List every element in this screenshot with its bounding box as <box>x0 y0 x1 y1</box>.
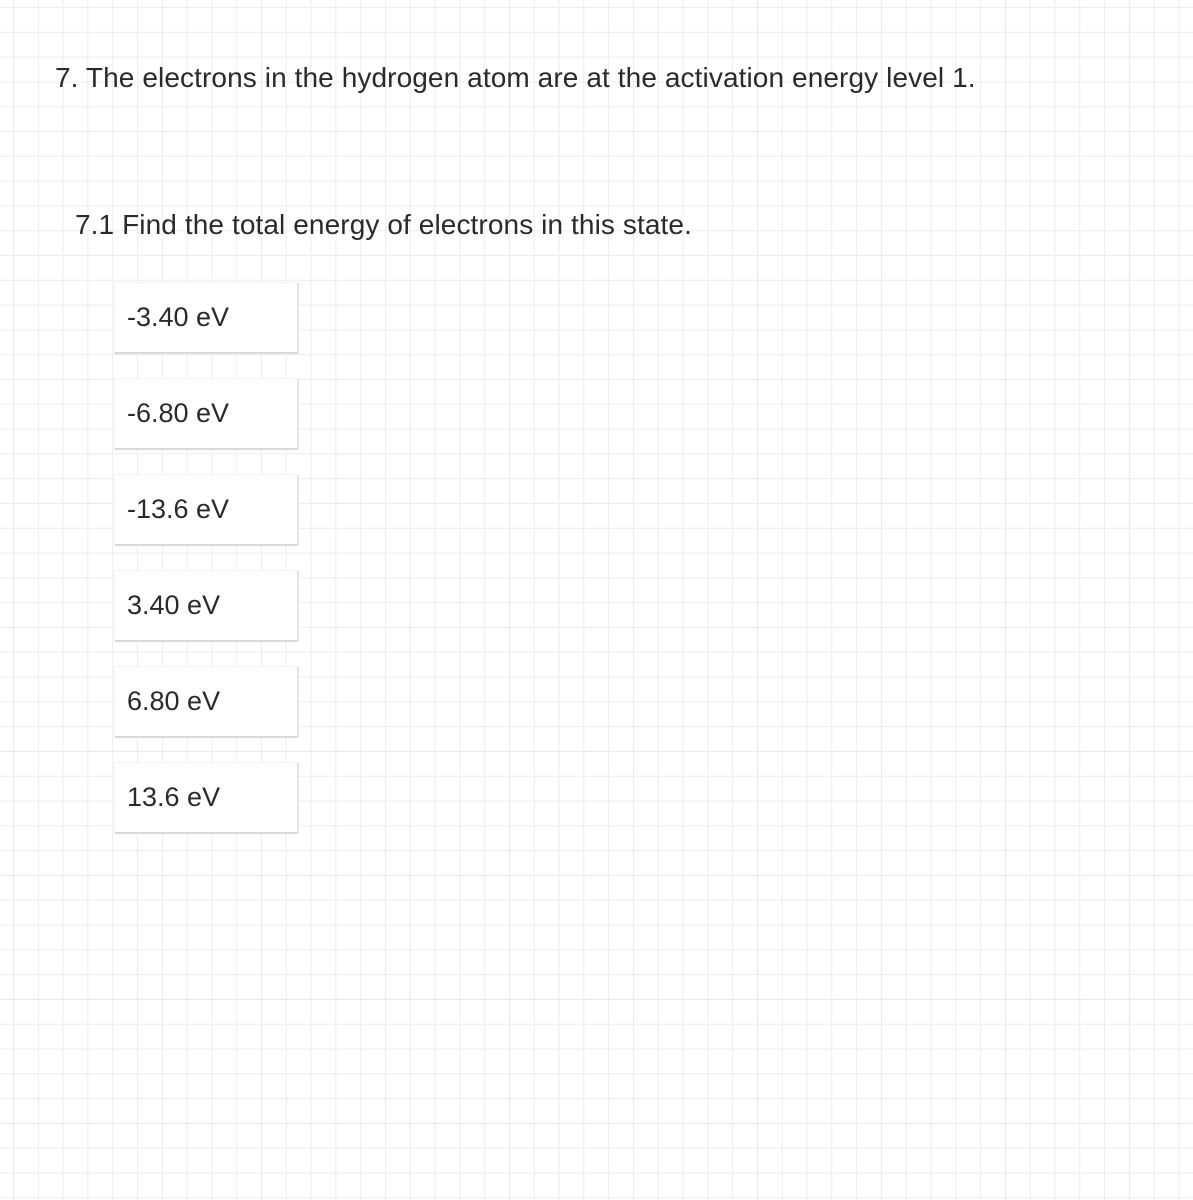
answer-option[interactable]: 13.6 eV <box>114 762 299 834</box>
answer-option-label: -6.80 eV <box>127 398 229 429</box>
answer-option-label: 13.6 eV <box>127 782 220 813</box>
answer-option[interactable]: -6.80 eV <box>114 378 299 450</box>
answer-option[interactable]: -13.6 eV <box>114 474 299 546</box>
question-sub-text: 7.1 Find the total energy of electrons i… <box>75 209 692 241</box>
question-main-text: 7. The electrons in the hydrogen atom ar… <box>55 62 976 94</box>
answer-option-label: 6.80 eV <box>127 686 220 717</box>
answer-options-list: -3.40 eV -6.80 eV -13.6 eV 3.40 eV 6.80 … <box>114 282 299 858</box>
answer-option-label: 3.40 eV <box>127 590 220 621</box>
answer-option[interactable]: 6.80 eV <box>114 666 299 738</box>
answer-option[interactable]: 3.40 eV <box>114 570 299 642</box>
answer-option-label: -13.6 eV <box>127 494 229 525</box>
answer-option-label: -3.40 eV <box>127 302 229 333</box>
answer-option[interactable]: -3.40 eV <box>114 282 299 354</box>
